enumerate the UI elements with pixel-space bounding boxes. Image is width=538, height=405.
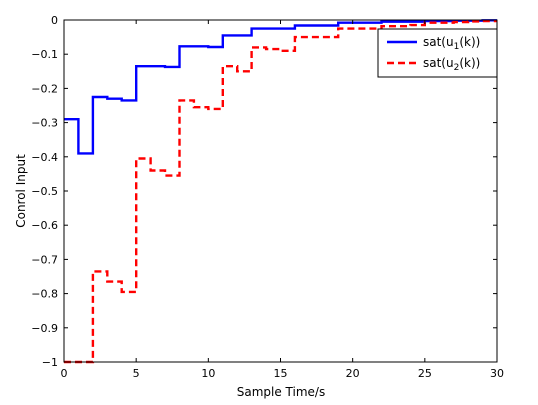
x-axis-label: Sample Time/s bbox=[237, 385, 325, 399]
legend-label-1: sat(u1(k)) bbox=[423, 35, 480, 52]
series-line-2 bbox=[64, 19, 497, 364]
legend: sat(u1(k)) sat(u2(k)) bbox=[377, 28, 498, 78]
y-tick-label: −0.4 bbox=[31, 151, 58, 164]
legend-box bbox=[377, 28, 498, 78]
x-tick-label: 20 bbox=[346, 367, 360, 380]
x-tick-label: 25 bbox=[418, 367, 432, 380]
y-tick-label: −1 bbox=[42, 356, 58, 369]
legend-label-2: sat(u2(k)) bbox=[423, 56, 480, 73]
y-tick-label: −0.9 bbox=[31, 322, 58, 335]
x-tick-label: 15 bbox=[274, 367, 288, 380]
y-tick-label: −0.5 bbox=[31, 185, 58, 198]
y-tick-label: −0.1 bbox=[31, 48, 58, 61]
x-tick-label: 5 bbox=[133, 367, 140, 380]
x-tick-label: 10 bbox=[201, 367, 215, 380]
x-tick-label: 0 bbox=[61, 367, 68, 380]
x-tick-label: 30 bbox=[490, 367, 504, 380]
y-tick-label: −0.6 bbox=[31, 219, 58, 232]
y-tick-label: −0.3 bbox=[31, 117, 58, 130]
axes-layer: 0 5 10 15 20 25 30 0 −0.1 −0.2 −0.3 −0.4 −0.5 −0.6 −0.… bbox=[31, 14, 504, 380]
y-tick-label: −0.2 bbox=[31, 82, 58, 95]
y-axis-label: Conrol Input bbox=[14, 154, 28, 228]
y-tick-label: 0 bbox=[51, 14, 58, 27]
y-tick-label: −0.7 bbox=[31, 253, 58, 266]
y-tick-label: −0.8 bbox=[31, 288, 58, 301]
